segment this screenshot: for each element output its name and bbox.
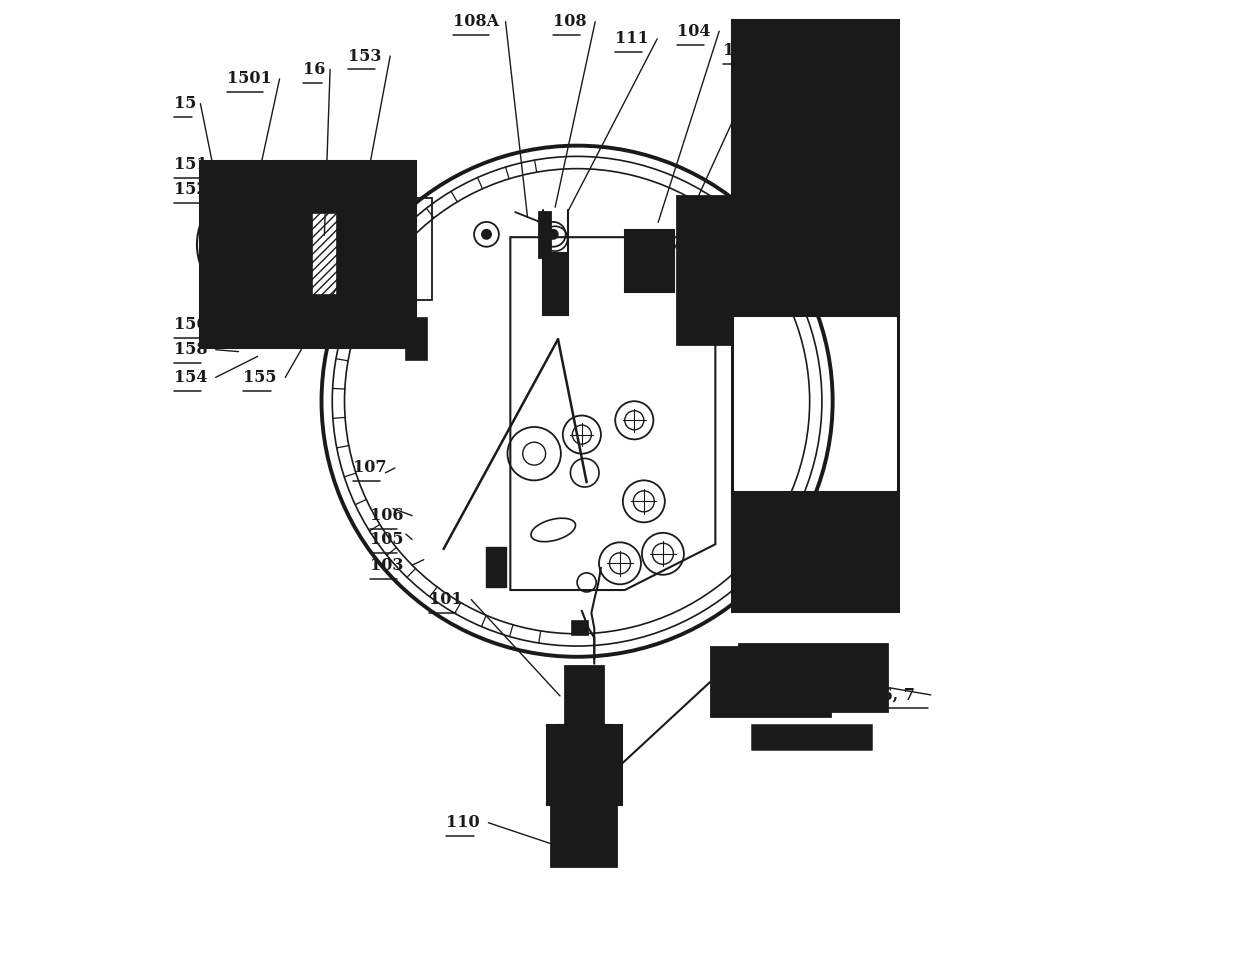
Bar (677, 196, 729, 344)
Text: 108: 108 (553, 13, 587, 31)
Bar (407, 318, 427, 360)
Bar (739, 645, 887, 711)
Bar (630, 231, 641, 288)
Text: 15: 15 (174, 96, 196, 112)
Circle shape (481, 229, 491, 239)
Text: 110: 110 (446, 815, 480, 831)
Text: 1501: 1501 (227, 71, 272, 88)
Text: 156: 156 (174, 316, 207, 333)
Bar (539, 212, 552, 258)
Circle shape (699, 266, 707, 274)
Text: 158: 158 (174, 341, 207, 358)
Bar (732, 492, 899, 611)
Text: 112: 112 (723, 42, 756, 59)
Bar (625, 229, 675, 291)
Bar (751, 726, 870, 750)
Bar (682, 296, 725, 318)
Text: 111: 111 (615, 31, 649, 48)
Text: 2, 3, 6, 7: 2, 3, 6, 7 (837, 687, 915, 704)
Bar (547, 726, 621, 804)
Text: 104: 104 (677, 23, 711, 40)
Text: 1: 1 (791, 88, 804, 104)
Text: 154: 154 (174, 369, 207, 386)
Bar (573, 621, 588, 635)
Text: 16: 16 (304, 61, 326, 78)
Text: 101: 101 (429, 591, 463, 608)
Text: 103: 103 (371, 557, 403, 574)
Text: 109: 109 (759, 57, 792, 74)
Bar (732, 20, 899, 315)
Bar (304, 198, 432, 301)
Text: 151: 151 (174, 157, 207, 173)
Circle shape (699, 229, 707, 237)
Circle shape (699, 304, 707, 311)
Bar (543, 253, 568, 315)
Bar (337, 228, 346, 280)
Bar (201, 160, 415, 347)
Bar (486, 547, 506, 587)
Bar (552, 804, 616, 865)
Bar (711, 647, 830, 716)
Bar (312, 213, 337, 295)
Bar (557, 726, 610, 735)
Text: 108A: 108A (453, 13, 500, 31)
Text: 106: 106 (371, 507, 404, 524)
Bar (682, 222, 725, 244)
Bar (682, 259, 725, 282)
Text: 107: 107 (353, 459, 387, 477)
Text: 105: 105 (371, 531, 404, 548)
Text: 102: 102 (839, 164, 873, 180)
Polygon shape (511, 237, 715, 590)
Text: 153: 153 (348, 48, 382, 65)
Bar (393, 249, 405, 259)
Text: 155: 155 (243, 369, 277, 386)
Text: 152: 152 (174, 181, 207, 198)
Bar (564, 667, 603, 726)
Circle shape (548, 229, 558, 239)
